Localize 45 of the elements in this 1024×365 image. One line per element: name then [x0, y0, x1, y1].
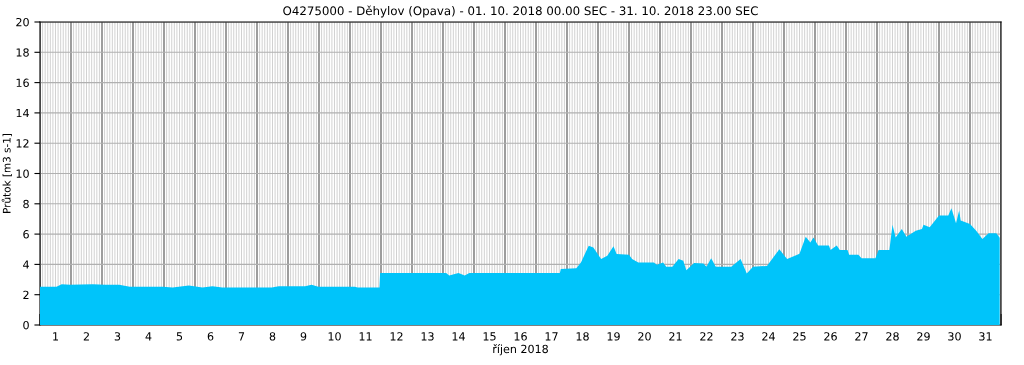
x-tick-label: 9 — [300, 332, 307, 341]
x-tick-label: 22 — [700, 332, 713, 341]
y-tick-label: 20 — [16, 17, 29, 27]
x-tick-label: 11 — [359, 332, 372, 341]
x-tick-label: 12 — [390, 332, 403, 341]
chart-title: O4275000 - Děhylov (Opava) - 01. 10. 2018 00.00 SEC - 31. 10. 2018 23.00 SEC — [283, 5, 758, 18]
x-tick-label: 2 — [83, 332, 89, 341]
x-tick-label: 27 — [855, 332, 868, 341]
x-tick-label: 23 — [731, 332, 744, 341]
x-tick-label: 31 — [979, 332, 992, 341]
x-tick-label: 29 — [917, 332, 930, 341]
x-tick-label: 30 — [948, 332, 961, 341]
y-tick-label: 18 — [16, 48, 29, 57]
x-tick-label: 8 — [269, 332, 276, 341]
x-tick-label: 13 — [421, 332, 434, 341]
x-tick-label: 4 — [145, 332, 152, 341]
x-tick-label: 20 — [638, 332, 651, 341]
x-tick-label: 1 — [53, 332, 59, 341]
x-tick-label: 26 — [824, 332, 837, 341]
x-tick-label: 15 — [483, 332, 496, 341]
x-tick-label: 21 — [669, 332, 682, 341]
x-tick-label: 5 — [176, 332, 183, 341]
x-tick-label: 19 — [607, 332, 620, 341]
y-axis-title: Průtok [m3 s-1] — [1, 133, 12, 213]
x-tick-label: 6 — [207, 332, 214, 341]
x-tick-label: 7 — [238, 332, 245, 341]
x-tick-label: 14 — [452, 332, 465, 341]
y-tick-label: 6 — [23, 230, 29, 239]
x-tick-label: 18 — [576, 332, 589, 341]
y-tick-label: 10 — [16, 169, 29, 178]
x-tick-label: 25 — [793, 332, 806, 341]
x-tick-label: 3 — [114, 332, 121, 341]
x-tick-label: 24 — [762, 332, 775, 341]
y-tick-label: 2 — [23, 290, 29, 299]
x-tick-label: 10 — [328, 332, 341, 341]
x-tick-label: 28 — [886, 332, 899, 341]
y-tick-label: 12 — [16, 139, 29, 148]
y-tick-label: 8 — [23, 199, 29, 209]
y-tick-label: 14 — [16, 109, 29, 118]
x-tick-label: 16 — [514, 332, 527, 341]
y-tick-label: 16 — [16, 78, 29, 87]
y-tick-label: 0 — [23, 320, 29, 330]
x-tick-label: 17 — [545, 332, 558, 341]
x-axis-title: říjen 2018 — [493, 344, 548, 356]
y-tick-label: 4 — [23, 260, 29, 269]
